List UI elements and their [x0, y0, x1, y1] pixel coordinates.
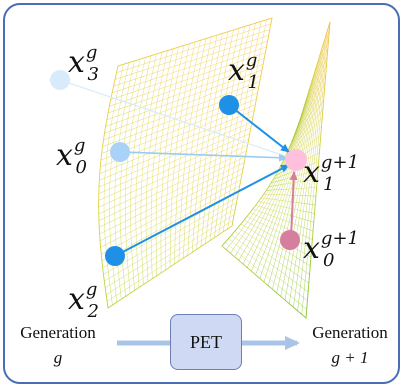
label-x3: xg3 [68, 42, 99, 85]
arrow-x1-to-x1next [228, 104, 290, 153]
right-generation-value: g + 1 [331, 347, 369, 367]
label-x0: xg0 [56, 135, 87, 178]
point-x1 [219, 95, 239, 115]
left-generation-value: g [53, 347, 63, 367]
label-x2: xg2 [68, 279, 99, 322]
label-x1: xg1 [228, 50, 259, 93]
left-fitness-surface [98, 17, 273, 309]
left-generation-label: Generation g [6, 321, 110, 370]
left-generation-word: Generation [20, 323, 96, 342]
arrow-x0next-to-x1next [289, 171, 298, 239]
right-generation-word: Generation [312, 323, 388, 342]
point-x2 [105, 246, 125, 266]
label-x1-next: xg+11 [303, 152, 359, 195]
point-x0-next [280, 230, 300, 250]
point-x0 [110, 142, 130, 162]
label-x0-next: xg+10 [303, 228, 359, 271]
arrow-x3-to-x1next [59, 79, 289, 158]
point-x3 [50, 70, 70, 90]
arrow-x2-to-x1next [114, 164, 290, 257]
right-generation-label: Generation g + 1 [298, 321, 402, 370]
arrows [59, 79, 298, 257]
process-box: PET [170, 314, 242, 370]
points [50, 70, 307, 266]
point-x1-next [285, 149, 307, 171]
arrow-x0-to-x1next [120, 151, 288, 162]
